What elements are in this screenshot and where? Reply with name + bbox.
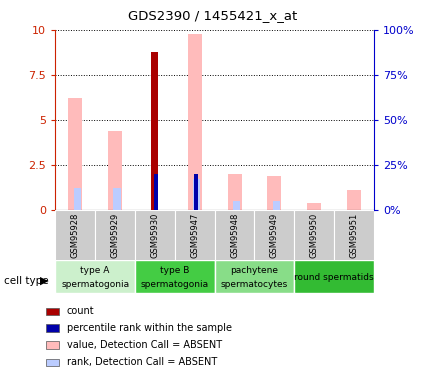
Bar	[55, 210, 95, 261]
Bar	[307, 203, 321, 210]
Bar	[46, 308, 60, 315]
Text: GDS2390 / 1455421_x_at: GDS2390 / 1455421_x_at	[128, 9, 297, 22]
Bar	[113, 188, 121, 210]
Text: GSM95950: GSM95950	[310, 213, 319, 258]
Text: rank, Detection Call = ABSENT: rank, Detection Call = ABSENT	[67, 357, 217, 368]
Bar	[154, 174, 159, 210]
Text: pachytene: pachytene	[230, 266, 278, 275]
Text: count: count	[67, 306, 94, 316]
Text: spermatocytes: spermatocytes	[221, 279, 288, 288]
Text: ▶: ▶	[40, 276, 49, 285]
Text: GSM95930: GSM95930	[150, 213, 159, 258]
Text: GSM95947: GSM95947	[190, 213, 199, 258]
Bar	[294, 260, 374, 293]
Bar	[151, 52, 159, 210]
Text: GSM95929: GSM95929	[110, 213, 119, 258]
Text: type B: type B	[160, 266, 190, 275]
Bar	[215, 210, 255, 261]
Text: GSM95928: GSM95928	[71, 213, 79, 258]
Bar	[95, 210, 135, 261]
Bar	[194, 174, 198, 210]
Bar	[55, 260, 135, 293]
Bar	[334, 210, 374, 261]
Bar	[233, 201, 240, 210]
Text: GSM95951: GSM95951	[350, 213, 359, 258]
Text: type A: type A	[80, 266, 110, 275]
Text: spermatogonia: spermatogonia	[61, 279, 129, 288]
Bar	[255, 210, 294, 261]
Bar	[227, 174, 241, 210]
Bar	[294, 210, 334, 261]
Bar	[46, 324, 60, 332]
Bar	[135, 210, 175, 261]
Text: GSM95948: GSM95948	[230, 213, 239, 258]
Bar	[68, 98, 82, 210]
Bar	[135, 260, 215, 293]
Text: spermatogonia: spermatogonia	[141, 279, 209, 288]
Text: value, Detection Call = ABSENT: value, Detection Call = ABSENT	[67, 340, 222, 350]
Bar	[215, 260, 294, 293]
Bar	[46, 341, 60, 349]
Bar	[46, 359, 60, 366]
Text: cell type: cell type	[4, 276, 49, 285]
Bar	[193, 179, 200, 210]
Text: percentile rank within the sample: percentile rank within the sample	[67, 323, 232, 333]
Bar	[267, 176, 281, 210]
Text: round spermatids: round spermatids	[295, 273, 374, 282]
Bar	[108, 131, 122, 210]
Bar	[74, 188, 81, 210]
Bar	[175, 210, 215, 261]
Bar	[188, 34, 202, 210]
Bar	[347, 190, 361, 210]
Bar	[273, 201, 280, 210]
Text: GSM95949: GSM95949	[270, 213, 279, 258]
